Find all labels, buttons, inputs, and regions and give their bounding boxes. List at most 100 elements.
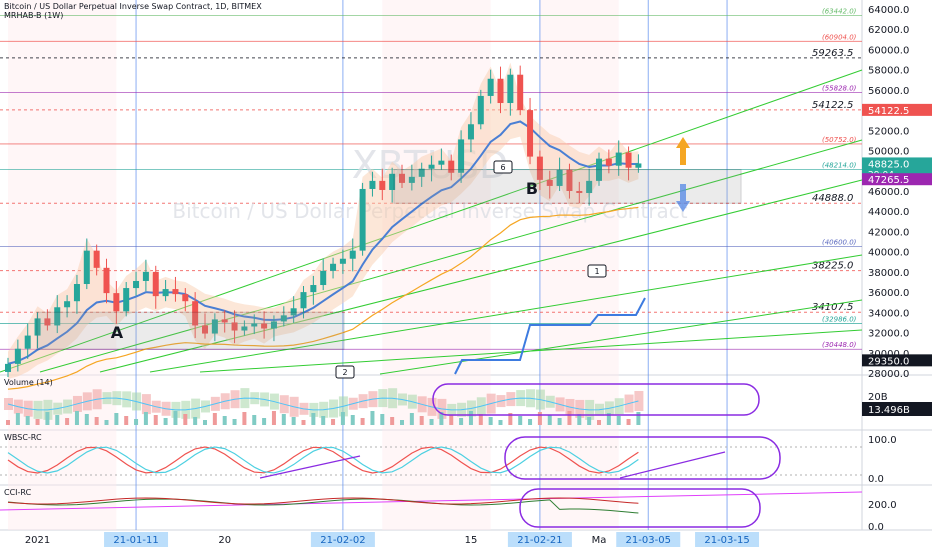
volume-bar [626, 419, 631, 425]
y-tick-label: 60000.0 [868, 45, 909, 56]
volume-bar [281, 414, 286, 425]
candle-body [418, 168, 425, 177]
volume-bar [557, 418, 562, 425]
volume-bar [212, 413, 217, 425]
candle-body [408, 176, 415, 183]
candle-body [270, 321, 277, 329]
y-tick-label: 50000.0 [868, 147, 909, 158]
volume-bar [163, 418, 168, 425]
wbsc-arrow-line [619, 451, 726, 479]
x-tick-label: 15 [465, 535, 478, 546]
zone-a-box [36, 311, 345, 350]
candle-body [231, 322, 238, 331]
volume-bar [6, 420, 10, 425]
volume-bar [173, 411, 178, 425]
trend-line [99, 179, 863, 373]
callout-marker [493, 160, 513, 174]
cci-trend-line [0, 491, 863, 511]
candle-body [310, 285, 317, 293]
candle-body [64, 301, 71, 308]
candle-body [625, 152, 632, 168]
volume-bar [409, 413, 414, 425]
wbsc-title: WBSC-RC [4, 433, 42, 442]
level-label: (63442.0) [822, 8, 857, 16]
candle-body [221, 319, 228, 323]
volume-bar [360, 418, 365, 425]
x-tick-label: 21-02-21 [517, 535, 562, 546]
session-shade [539, 0, 619, 530]
candle-body [182, 294, 189, 302]
volume-bar [321, 416, 326, 425]
candle-body [497, 78, 504, 104]
trend-line [39, 139, 863, 373]
candle-body [162, 289, 169, 297]
candle-body [339, 258, 346, 264]
volume-bar [15, 413, 20, 425]
candle-body [54, 307, 61, 326]
session-shade [382, 0, 491, 530]
volume-bar [143, 412, 148, 425]
price-tag [862, 354, 932, 367]
y-tick-label: 28000.0 [868, 369, 909, 380]
candle-body [152, 271, 159, 297]
trend-line [149, 254, 863, 373]
candle-body [349, 250, 356, 259]
candle-body [517, 74, 524, 111]
candle-body [241, 326, 248, 331]
volume-bar [193, 417, 198, 425]
cci-y-tick: 200.0 [868, 500, 897, 511]
volume-band [634, 390, 644, 411]
indicator-title: MRHAB-B (1W) [4, 11, 64, 20]
volume-bar [370, 411, 375, 425]
date-highlight-chip [310, 532, 375, 547]
volume-bar [459, 418, 464, 425]
candle-body [527, 110, 534, 157]
zone-b-box [393, 169, 742, 204]
callout-marker-label: 6 [500, 163, 505, 172]
ema-line [7, 120, 639, 365]
level-label: (55828.0) [822, 85, 857, 93]
level-label: 44888.0 [812, 193, 853, 204]
candle-body [93, 250, 100, 268]
volume-bar [35, 419, 40, 425]
volume-bar [390, 417, 395, 425]
candle-body [428, 164, 435, 169]
candle-body [576, 190, 583, 194]
level-label: 59263.5 [812, 48, 853, 59]
candle-body [44, 318, 51, 326]
up-arrow-icon [676, 137, 690, 165]
candle-body [487, 78, 494, 96]
volume-bar [488, 417, 493, 425]
weekly-step-line [454, 297, 646, 375]
volume-bar [429, 419, 434, 425]
volume-bar [636, 412, 641, 425]
volume-bar [114, 413, 119, 425]
y-tick-label: 46000.0 [868, 187, 909, 198]
volume-bar [340, 412, 345, 425]
candle-body [379, 180, 386, 190]
candle-body [467, 124, 474, 140]
date-highlight-chip [695, 532, 760, 547]
volume-bar [153, 415, 158, 425]
volume-bar [183, 414, 188, 425]
date-highlight-chip [616, 532, 681, 547]
x-tick-label: Ma [592, 535, 607, 546]
candle-body [24, 335, 31, 349]
wbsc-arrow-line [259, 455, 361, 479]
zone-a-label: A [111, 323, 124, 342]
level-label: 38225.0 [812, 261, 853, 272]
volume-bar [242, 412, 247, 425]
callout-marker [587, 264, 607, 278]
callout-marker-label: 2 [342, 368, 347, 377]
cci-title: CCI-RC [4, 488, 32, 497]
candle-body [438, 160, 445, 165]
volume-bar [400, 420, 404, 425]
volume-bar [508, 413, 513, 425]
y-tick-label: 38000.0 [868, 268, 909, 279]
x-tick-label: 21-01-11 [113, 535, 158, 546]
level-label: (32986.0) [822, 316, 857, 324]
volume-bar [606, 413, 611, 425]
price-tag-label: 48825.0 [868, 159, 909, 170]
price-tag-label: 29350.0 [868, 356, 909, 367]
